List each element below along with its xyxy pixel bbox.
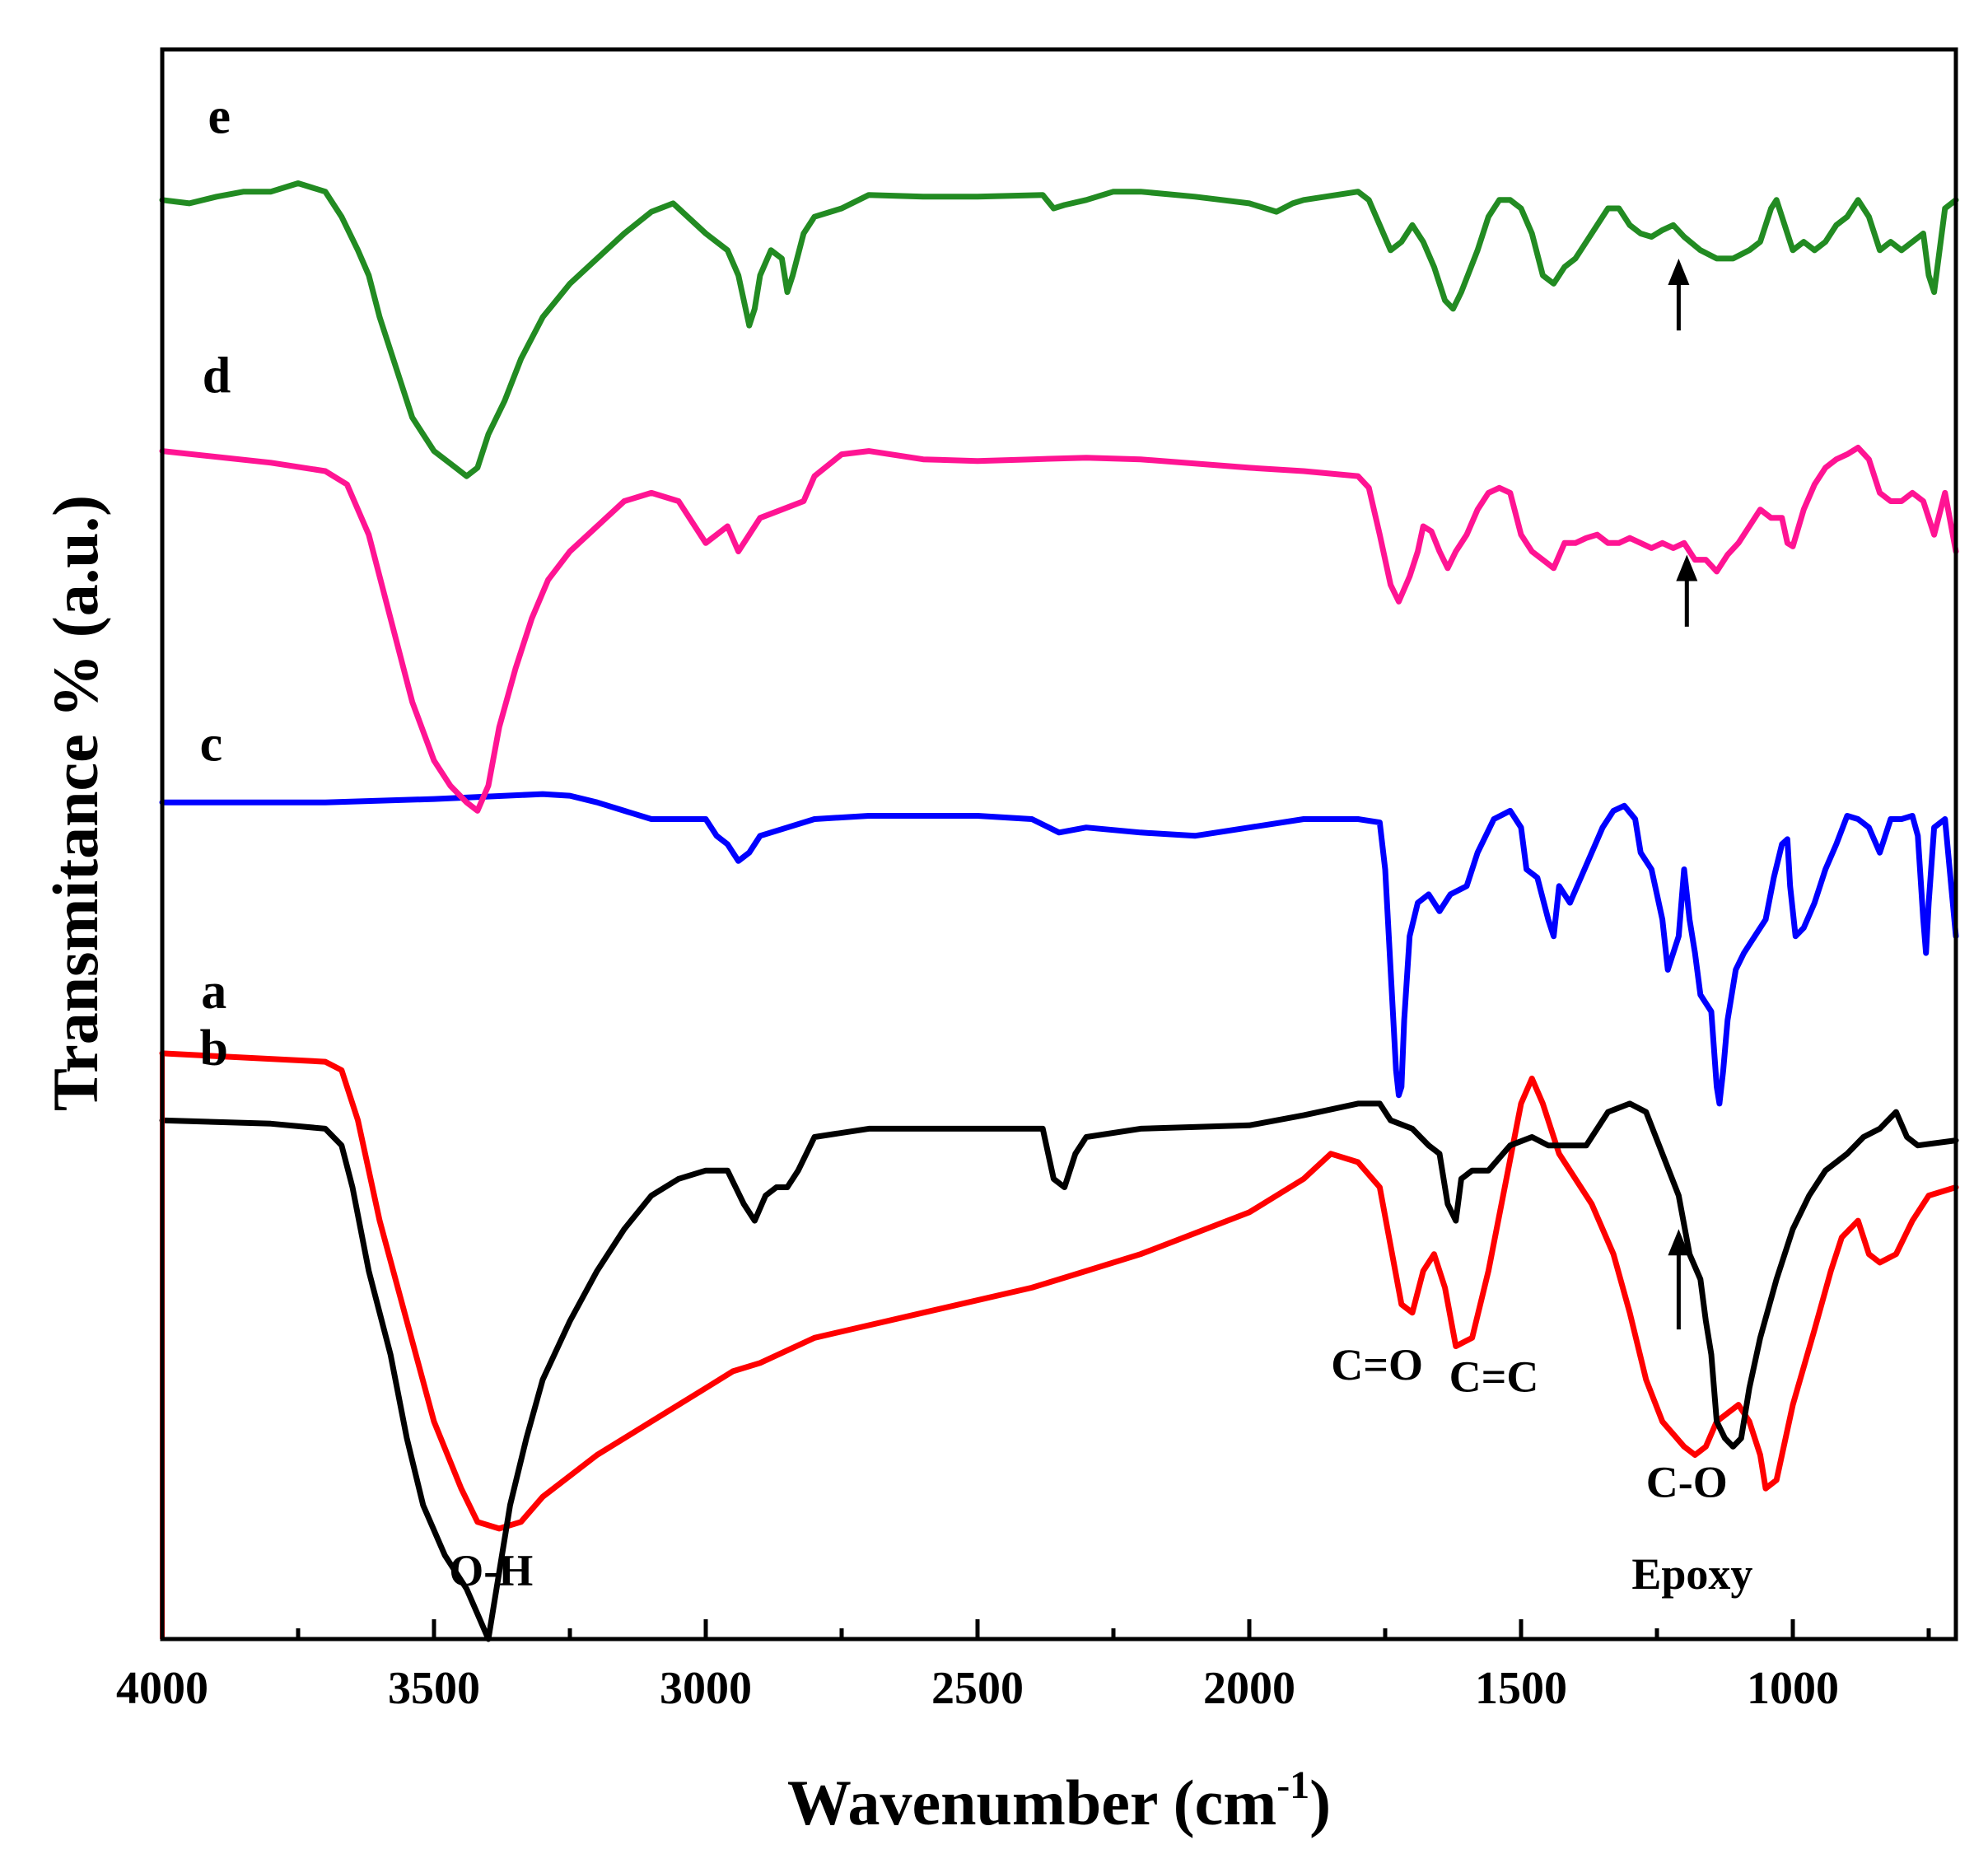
arrow-d-head (1676, 554, 1698, 581)
series-c-line (159, 791, 1959, 1107)
x-axis-ticks: 4000 3500 3000 2500 2000 1500 1000 (116, 1619, 1931, 1714)
annotation-c-o: C-O (1646, 1457, 1728, 1506)
x-tick-label-3500: 3500 (388, 1663, 480, 1714)
annotation-c-c: C=C (1449, 1352, 1539, 1401)
y-axis-title: Transmitance % (a.u.) (40, 495, 111, 1111)
arrow-layer (1668, 258, 1698, 1330)
series-label-c: c (200, 716, 223, 772)
x-tick-label-4000: 4000 (116, 1663, 208, 1714)
series-label-d: d (203, 348, 231, 404)
annotation-epoxy: Epoxy (1631, 1549, 1752, 1599)
x-tick-label-3000: 3000 (660, 1663, 752, 1714)
plot-frame (160, 47, 1958, 1642)
x-tick-label-2500: 2500 (931, 1663, 1024, 1714)
series-a-line (159, 1050, 1959, 1532)
series-b-line (159, 1100, 1959, 1642)
x-axis-title: Wavenumber (cm-1) (787, 1763, 1331, 1838)
x-tick-label-1000: 1000 (1747, 1663, 1839, 1714)
series-e-line (159, 180, 1959, 479)
x-axis-title-close: ) (1309, 1767, 1331, 1838)
x-axis-title-main: Wavenumber (cm (787, 1767, 1276, 1838)
series-layer (159, 180, 1959, 1642)
label-layer: ab c d e O-H C=O C=C C-O Epoxy (199, 89, 1752, 1599)
x-axis-title-superscript: -1 (1276, 1763, 1309, 1807)
annotation-c-o: C=O (1331, 1340, 1423, 1389)
series-label-e: e (208, 89, 231, 145)
arrow-b-head (1668, 1229, 1690, 1256)
annotation-o-h: O-H (449, 1546, 533, 1595)
arrow-e-head (1668, 258, 1690, 285)
series-label-a: a (201, 964, 226, 1020)
series-label-b: b (199, 1020, 227, 1076)
x-tick-label-1500: 1500 (1475, 1663, 1567, 1714)
x-tick-label-2000: 2000 (1203, 1663, 1295, 1714)
series-d-line (159, 445, 1959, 814)
